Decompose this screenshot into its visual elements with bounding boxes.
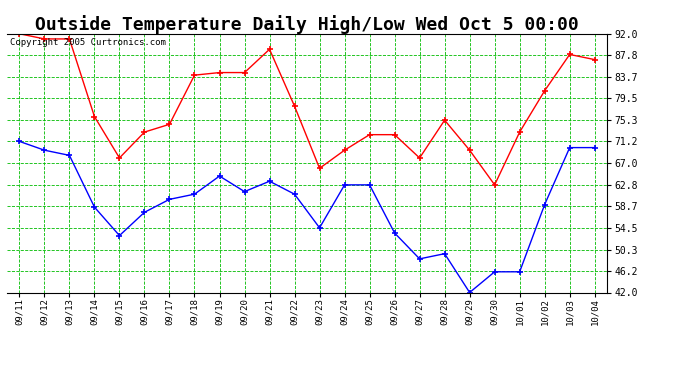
Text: Copyright 2005 Curtronics.com: Copyright 2005 Curtronics.com: [10, 38, 166, 46]
Title: Outside Temperature Daily High/Low Wed Oct 5 00:00: Outside Temperature Daily High/Low Wed O…: [35, 15, 579, 34]
